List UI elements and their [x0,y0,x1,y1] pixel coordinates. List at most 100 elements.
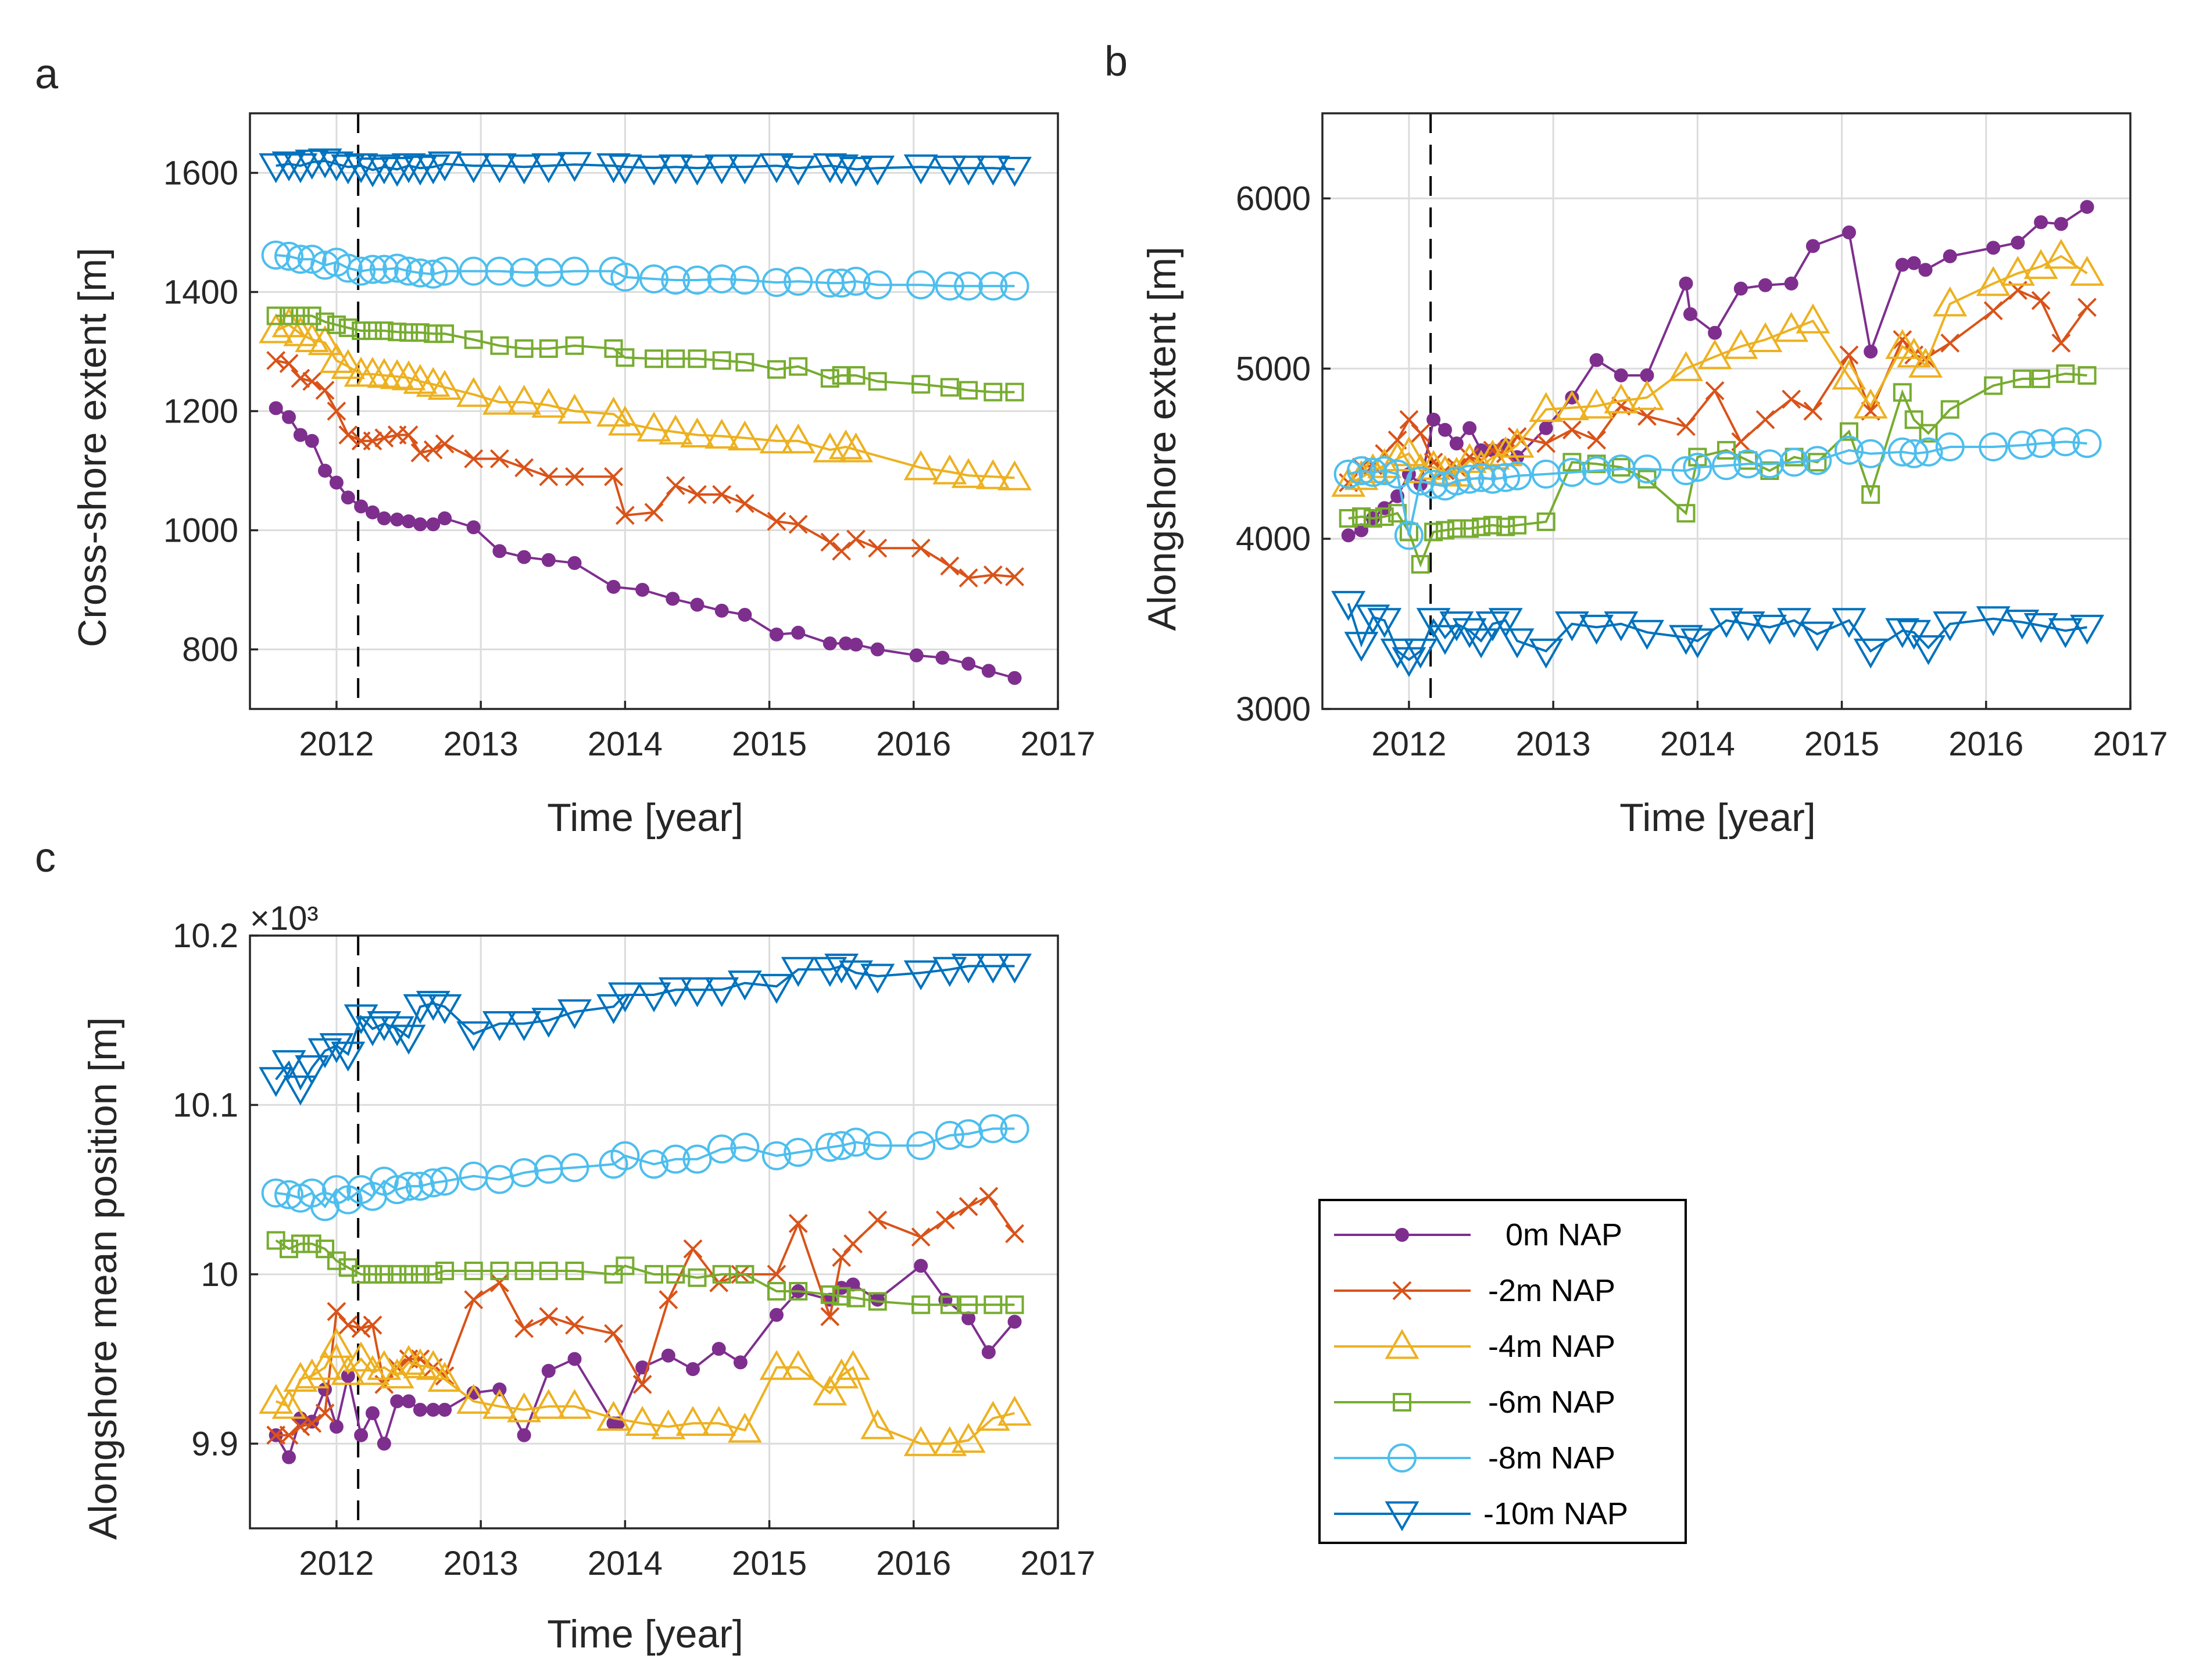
data-point [761,268,791,298]
data-point [983,565,1003,585]
x-tick-label: 2015 [732,725,807,763]
x-tick-label: 2017 [2093,725,2168,763]
data-point [315,1403,335,1423]
data-point [1447,519,1466,538]
data-point [784,1138,813,1167]
data-point [1554,390,1589,421]
data-point [1356,453,1390,483]
data-point [1705,381,1725,400]
data-point [1755,449,1785,479]
data-point [1611,458,1630,477]
data-point [868,1292,887,1311]
data-point [416,991,450,1021]
data-point [1697,339,1732,370]
data-point [282,410,296,424]
data-point [318,464,332,478]
data-point [327,1251,346,1270]
data-point [975,155,1010,186]
data-point [1437,422,1452,437]
y-tick-label: 800 [182,631,238,669]
data-point [832,366,851,385]
data-point [1503,461,1532,490]
x-tick-label: 2016 [876,725,951,763]
y-axis-label-a: Cross-shore extent [m] [70,248,115,647]
data-point [935,1210,955,1230]
data-point [490,336,509,355]
data-point [813,153,847,184]
y-tick-label: 4000 [1236,520,1311,558]
data-point [935,271,964,301]
data-point [951,1423,986,1453]
data-point [1536,434,1556,453]
data-point [839,960,873,991]
data-point [658,154,693,185]
data-point [868,372,887,391]
data-point [610,262,640,292]
data-point [1614,368,1628,382]
data-point [367,1011,402,1041]
data-point [1755,410,1775,429]
data-point [259,1067,294,1097]
data-point [1984,376,2003,395]
data-point [846,366,866,385]
data-point [2077,298,2097,317]
data-point [344,153,378,184]
data-point [832,1287,851,1306]
data-point [813,1375,847,1406]
data-point [1428,625,1462,655]
data-point [1500,628,1535,658]
y-tick-label: 10 [201,1256,238,1294]
x-tick-label: 2016 [1948,725,2023,763]
data-point [1914,437,1943,467]
data-point [712,1265,731,1284]
data-point [399,425,419,445]
data-point [426,1403,441,1417]
data-point [1709,608,1744,638]
y-tick-label: 9.9 [191,1425,238,1463]
data-point [1604,383,1639,414]
data-point [832,541,852,561]
data-point [903,450,938,481]
data-point [1943,249,1957,263]
data-point [1976,266,2011,296]
data-point [435,324,455,343]
data-point [940,556,960,576]
data-point [836,1350,870,1380]
data-point [682,1144,712,1174]
data-point [607,405,642,436]
legend-marker [1385,1501,1419,1532]
data-point [1500,428,1535,458]
series-neg10mNAP-b [1331,590,2104,678]
series-neg4mNAP-a [259,307,1032,490]
series-line [1347,603,2087,661]
data-point [784,267,813,296]
legend-label-0m: 0m NAP [1505,1217,1622,1252]
data-point [705,418,739,449]
data-point [430,1166,460,1196]
data-point [331,154,366,185]
data-point [632,1374,652,1394]
data-point [1411,424,1431,443]
data-point [596,153,631,184]
data-point [291,1234,310,1253]
data-point [911,538,931,558]
data-point [557,999,592,1030]
data-point [661,1348,675,1363]
data-point [823,636,837,651]
data-point [319,151,354,182]
data-point [394,256,424,286]
data-point [402,514,416,529]
data-point [346,256,376,286]
data-point [2072,429,2102,458]
data-point [712,485,732,504]
data-point [666,1265,685,1284]
data-point [1782,389,1801,409]
data-point [509,257,539,287]
data-point [911,1295,931,1314]
data-point [331,349,366,379]
data-point [644,503,664,522]
series-neg6mNAP-c [266,1231,1024,1314]
data-point [1669,625,1703,655]
data-point [839,432,873,463]
data-point [1712,451,1741,481]
